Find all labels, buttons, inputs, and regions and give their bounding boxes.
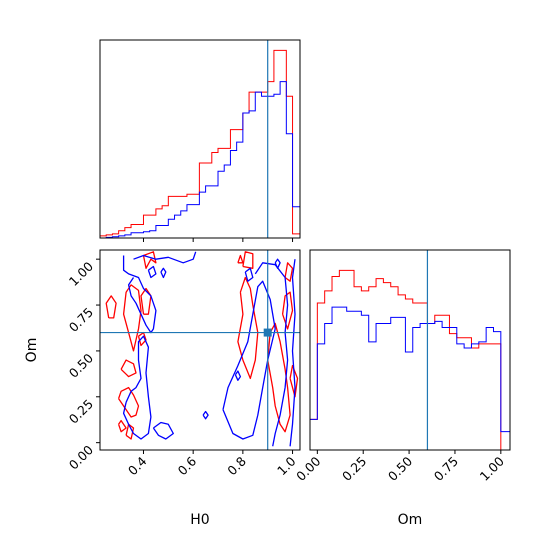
red-contour-15 [117,419,127,433]
h0-histogram-frame [99,39,301,239]
red-contour-13 [281,291,294,330]
red-contour-12 [289,364,299,398]
contour-frame [99,249,301,451]
red-contour-2 [120,359,137,378]
blue-contour-2 [122,335,152,440]
om-histogram-blue-series [310,306,510,450]
blue-contour-9 [244,267,254,282]
red-contour-0 [117,386,140,418]
blue-contour-3 [152,421,174,440]
h0-histogram-blue-series [100,81,300,238]
red-contour-3 [122,284,142,352]
red-contour-1 [125,423,135,440]
y-axis-label-om: Om [24,338,40,363]
red-contour-6 [137,331,147,347]
blue-contour-11 [202,410,209,420]
truth-marker [263,328,272,337]
x-axis-label-h0: H0 [190,512,209,528]
red-contour-9 [242,251,254,269]
blue-contour-7 [289,259,296,447]
blue-contour-8 [234,370,242,381]
blue-contour-12 [160,267,167,279]
om-histogram-frame [309,249,511,451]
blue-contour-0 [122,255,157,334]
red-contour-14 [284,262,294,282]
red-contour-10 [237,254,244,264]
blue-contour-1 [133,251,197,264]
red-contour-7 [142,251,157,269]
red-contour-4 [140,287,152,315]
h0-histogram-panel [99,39,301,242]
blue-contour-4 [147,265,157,279]
blue-contour-5 [222,280,276,440]
om-histogram-red-series [310,269,510,450]
blue-contour-10 [274,258,281,269]
x-axis-label-om: Om [398,512,423,528]
red-contour-5 [105,295,117,319]
